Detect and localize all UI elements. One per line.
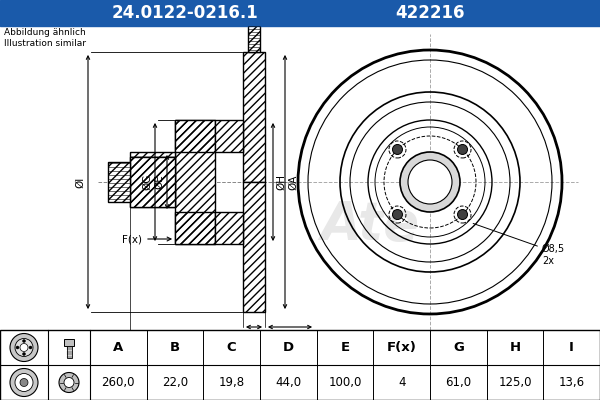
Bar — [108, 162, 130, 202]
Bar — [67, 346, 71, 358]
Text: ØH: ØH — [276, 174, 286, 190]
Circle shape — [15, 338, 33, 356]
Bar — [130, 157, 175, 207]
Circle shape — [10, 368, 38, 396]
Bar — [215, 120, 243, 152]
Text: ØA: ØA — [288, 174, 298, 190]
Bar — [215, 212, 243, 244]
Text: 422216: 422216 — [395, 4, 465, 22]
Bar — [175, 120, 215, 244]
Text: E: E — [340, 341, 350, 354]
Bar — [175, 120, 215, 244]
Bar — [215, 212, 243, 244]
Text: Ø8,5
2x: Ø8,5 2x — [542, 244, 565, 266]
Text: C (MTH): C (MTH) — [269, 332, 311, 342]
Text: 100,0: 100,0 — [328, 376, 362, 389]
Bar — [0, 0, 600, 26]
Bar — [175, 120, 215, 152]
Bar — [130, 157, 175, 207]
Bar — [130, 157, 175, 207]
Bar — [243, 182, 265, 312]
Bar — [243, 52, 265, 182]
Circle shape — [392, 144, 403, 154]
Circle shape — [400, 152, 460, 212]
Text: F(x): F(x) — [387, 341, 416, 354]
Bar — [130, 152, 175, 157]
Bar — [64, 338, 74, 346]
Bar — [175, 212, 215, 244]
Text: H: H — [509, 341, 521, 354]
Text: 61,0: 61,0 — [445, 376, 472, 389]
Text: ØG: ØG — [142, 174, 152, 190]
Circle shape — [458, 210, 467, 220]
Text: 24.0122-0216.1: 24.0122-0216.1 — [112, 4, 259, 22]
Circle shape — [10, 334, 38, 362]
Text: I: I — [569, 341, 574, 354]
Circle shape — [458, 144, 467, 154]
Text: D: D — [193, 345, 202, 355]
Text: 260,0: 260,0 — [101, 376, 135, 389]
Text: F(x): F(x) — [122, 234, 142, 244]
Circle shape — [20, 378, 28, 386]
Circle shape — [23, 340, 25, 342]
Text: Illustration similar: Illustration similar — [4, 39, 86, 48]
Text: B: B — [250, 332, 257, 342]
Circle shape — [20, 344, 28, 352]
Text: B: B — [170, 341, 180, 354]
Text: 22,0: 22,0 — [162, 376, 188, 389]
Bar — [243, 182, 265, 312]
Text: 13,6: 13,6 — [559, 376, 585, 389]
Circle shape — [64, 378, 74, 388]
Text: 125,0: 125,0 — [498, 376, 532, 389]
Text: Abbildung ähnlich: Abbildung ähnlich — [4, 28, 86, 37]
Bar — [0, 330, 600, 400]
Circle shape — [15, 374, 33, 392]
Circle shape — [408, 160, 452, 204]
Text: G: G — [453, 341, 464, 354]
Circle shape — [16, 346, 19, 349]
Text: ØE: ØE — [154, 175, 164, 189]
Bar — [243, 52, 265, 182]
Text: 4: 4 — [398, 376, 406, 389]
Bar — [175, 212, 215, 244]
Text: Ate: Ate — [320, 199, 419, 251]
Circle shape — [59, 372, 79, 392]
Text: D: D — [283, 341, 294, 354]
Circle shape — [23, 352, 25, 356]
Bar — [248, 22, 260, 52]
Text: 19,8: 19,8 — [218, 376, 245, 389]
Bar — [108, 162, 130, 202]
Bar — [130, 152, 175, 157]
Circle shape — [29, 346, 32, 349]
Text: 44,0: 44,0 — [275, 376, 301, 389]
Bar — [0, 26, 600, 330]
Bar — [248, 22, 260, 52]
Bar — [215, 120, 243, 152]
Text: C: C — [227, 341, 236, 354]
Bar — [130, 157, 175, 207]
Circle shape — [392, 210, 403, 220]
Text: A: A — [113, 341, 124, 354]
Text: ØI: ØI — [75, 176, 85, 188]
Bar — [175, 120, 215, 152]
